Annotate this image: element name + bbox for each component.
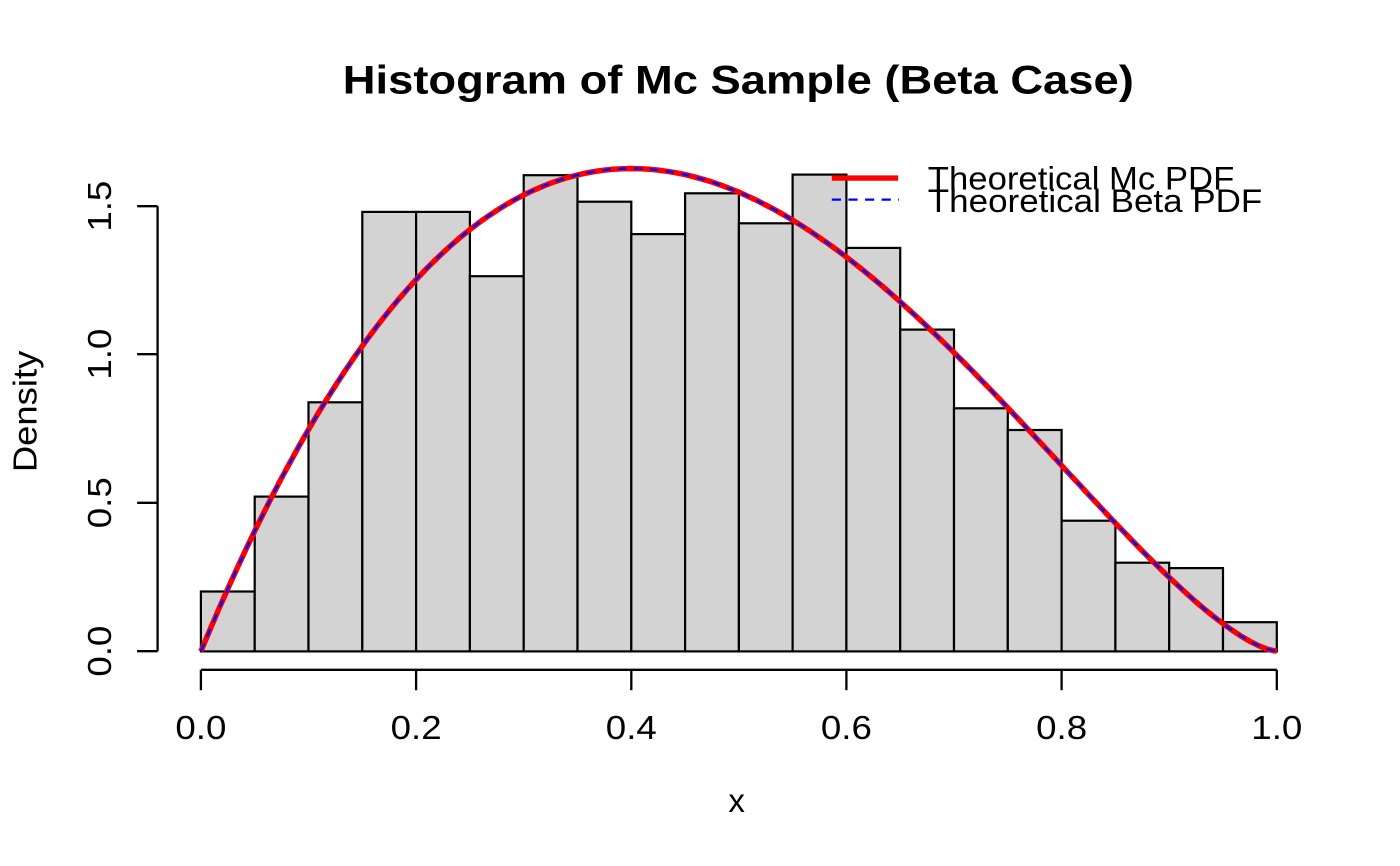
svg-text:Density: Density bbox=[8, 350, 45, 472]
svg-text:0.0: 0.0 bbox=[82, 626, 119, 677]
svg-text:1.0: 1.0 bbox=[82, 329, 119, 380]
svg-text:0.4: 0.4 bbox=[606, 710, 657, 747]
svg-text:x: x bbox=[728, 783, 745, 820]
svg-text:0.2: 0.2 bbox=[391, 710, 442, 747]
svg-text:0.8: 0.8 bbox=[1036, 710, 1087, 747]
svg-text:1.5: 1.5 bbox=[82, 181, 119, 232]
svg-text:0.6: 0.6 bbox=[821, 710, 872, 747]
svg-text:Histogram of Mc Sample (Beta C: Histogram of Mc Sample (Beta Case) bbox=[343, 58, 1134, 102]
svg-text:Theoretical Mc PDF: Theoretical Mc PDF bbox=[928, 159, 1235, 196]
svg-text:1.0: 1.0 bbox=[1251, 710, 1302, 747]
svg-text:0.5: 0.5 bbox=[82, 477, 119, 528]
svg-text:0.0: 0.0 bbox=[175, 710, 226, 747]
svg-text:Theoretical Beta PDF: Theoretical Beta PDF bbox=[928, 182, 1263, 219]
